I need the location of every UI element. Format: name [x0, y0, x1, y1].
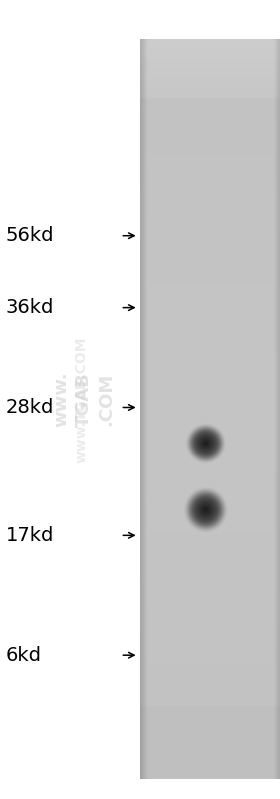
Ellipse shape [203, 507, 209, 513]
Ellipse shape [188, 426, 223, 461]
Text: www.TGAB.COM: www.TGAB.COM [74, 336, 88, 463]
Ellipse shape [200, 438, 211, 449]
Ellipse shape [188, 491, 223, 528]
Text: TGAB: TGAB [75, 372, 93, 427]
Ellipse shape [197, 501, 214, 519]
Ellipse shape [195, 433, 216, 454]
Ellipse shape [198, 502, 213, 518]
Ellipse shape [190, 427, 222, 459]
Ellipse shape [196, 434, 216, 453]
Text: 6kd: 6kd [6, 646, 42, 665]
Ellipse shape [192, 431, 219, 456]
Ellipse shape [188, 425, 224, 462]
Ellipse shape [202, 506, 210, 514]
Ellipse shape [190, 428, 221, 459]
Text: .COM: .COM [97, 373, 115, 426]
Ellipse shape [203, 441, 209, 446]
Text: 28kd: 28kd [6, 398, 54, 417]
Text: 36kd: 36kd [6, 298, 54, 317]
Ellipse shape [194, 498, 217, 522]
Ellipse shape [190, 494, 221, 526]
Ellipse shape [199, 437, 212, 450]
Ellipse shape [201, 439, 211, 448]
Ellipse shape [204, 442, 207, 445]
Ellipse shape [204, 441, 208, 446]
Text: 56kd: 56kd [6, 226, 54, 245]
Ellipse shape [199, 436, 213, 451]
Ellipse shape [187, 491, 224, 529]
Ellipse shape [186, 489, 226, 531]
Ellipse shape [190, 493, 222, 527]
Ellipse shape [204, 507, 208, 512]
Ellipse shape [199, 503, 213, 517]
Ellipse shape [192, 495, 220, 524]
Ellipse shape [195, 432, 217, 455]
Text: www.: www. [53, 372, 71, 427]
Text: 17kd: 17kd [6, 526, 54, 545]
Ellipse shape [205, 509, 207, 511]
Ellipse shape [202, 439, 210, 447]
Ellipse shape [202, 440, 209, 447]
Ellipse shape [194, 431, 218, 455]
Ellipse shape [200, 503, 212, 516]
Ellipse shape [196, 499, 216, 520]
Ellipse shape [193, 496, 219, 523]
Ellipse shape [192, 430, 220, 457]
Ellipse shape [205, 443, 206, 444]
Ellipse shape [198, 435, 213, 451]
Ellipse shape [189, 427, 223, 460]
Ellipse shape [201, 505, 211, 515]
Ellipse shape [197, 500, 215, 519]
Ellipse shape [193, 497, 218, 523]
Ellipse shape [186, 490, 225, 530]
Ellipse shape [191, 495, 220, 525]
Ellipse shape [191, 429, 220, 458]
Ellipse shape [204, 508, 207, 511]
Ellipse shape [197, 435, 215, 452]
Ellipse shape [193, 431, 218, 456]
Ellipse shape [189, 492, 223, 527]
Ellipse shape [185, 488, 227, 531]
Ellipse shape [200, 504, 211, 515]
Ellipse shape [195, 499, 217, 521]
Ellipse shape [187, 425, 225, 462]
Ellipse shape [197, 435, 214, 451]
